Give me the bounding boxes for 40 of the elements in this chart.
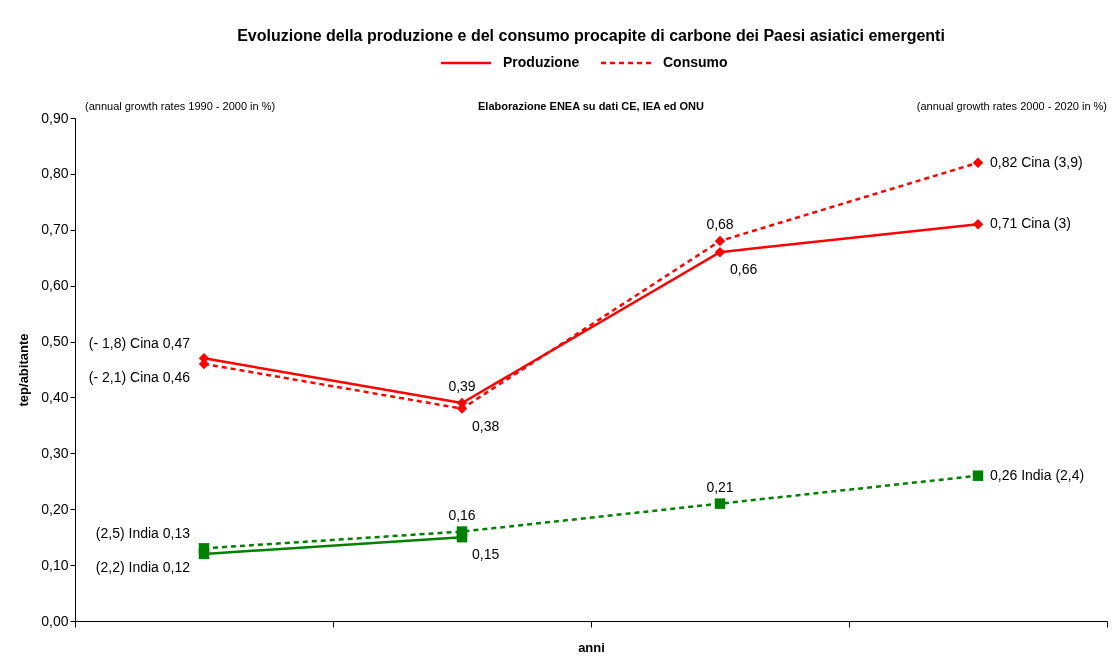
point: [972, 470, 984, 481]
point: [714, 498, 726, 509]
data-label: 0,38: [472, 417, 500, 434]
data-label: 0,68: [706, 215, 734, 232]
data-label: 0,71 Cina (3): [990, 215, 1071, 232]
y-tick-label: 0,20: [41, 500, 69, 517]
point: [972, 157, 984, 168]
y-axis-title: tep/abitante: [16, 333, 32, 407]
data-label: 0,39: [448, 378, 476, 395]
y-tick-label: 0,40: [41, 388, 69, 405]
data-label: 0,26 India (2,4): [990, 466, 1085, 483]
data-label: 0,16: [448, 506, 476, 523]
chart-title: Evoluzione della produzione e del consumo procapite di carbone dei Paesi asiatici emergenti: [237, 27, 945, 44]
text: Elaborazione ENEA su dati CE, IEA ed ONU: [478, 100, 705, 112]
data-label: 0,66: [730, 261, 758, 278]
legend-label: Produzione: [503, 54, 580, 70]
y-tick-label: 0,00: [41, 612, 69, 629]
text: (annual growth rates 1990 - 2000 in %): [85, 100, 276, 112]
data-label: 0,82 Cina (3,9): [990, 153, 1083, 170]
y-tick-label: 0,10: [41, 556, 69, 573]
y-tick-label: 0,70: [41, 221, 69, 238]
data-label: 0,15: [472, 546, 500, 563]
y-tick-label: 0,80: [41, 165, 69, 182]
legend-label: Consumo: [663, 54, 728, 70]
data-label: (- 1,8) Cina 0,47: [88, 335, 191, 352]
x-axis-title: anni: [578, 640, 605, 655]
text: (annual growth rates 2000 - 2020 in %): [916, 100, 1107, 112]
point: [198, 543, 210, 554]
y-tick-label: 0,60: [41, 277, 69, 294]
data-label: (2,5) India 0,13: [95, 525, 191, 542]
data-label: (- 2,1) Cina 0,46: [88, 368, 191, 385]
data-label: 0,21: [706, 478, 734, 495]
y-tick-label: 0,90: [41, 109, 69, 126]
point: [714, 235, 726, 247]
y-tick-label: 0,50: [41, 333, 69, 350]
y-tick-label: 0,30: [41, 444, 69, 461]
point: [456, 526, 468, 537]
data-label: (2,2) India 0,12: [95, 558, 191, 575]
point: [972, 218, 984, 230]
point: [714, 246, 726, 258]
